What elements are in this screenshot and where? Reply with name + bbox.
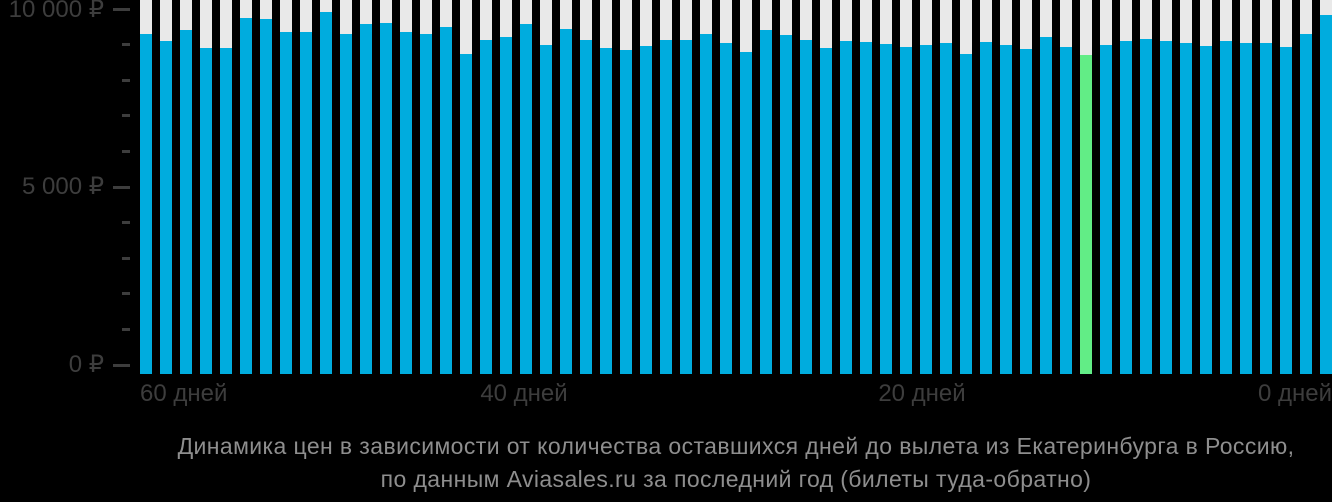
price-bar[interactable] <box>1240 43 1252 374</box>
y-axis-major-tick-5000 <box>113 185 130 189</box>
price-bar[interactable] <box>280 32 292 374</box>
price-bar[interactable] <box>800 40 812 374</box>
price-bar[interactable] <box>180 30 192 374</box>
y-axis-label-10000: 10 000 ₽ <box>8 0 104 23</box>
price-bar[interactable] <box>520 24 532 374</box>
price-bar[interactable] <box>620 50 632 374</box>
y-axis-major-tick-0 <box>113 363 130 367</box>
price-bar[interactable] <box>1040 37 1052 374</box>
price-bar[interactable] <box>540 45 552 374</box>
y-axis-label-0: 0 ₽ <box>68 351 104 378</box>
price-bar[interactable] <box>1140 39 1152 374</box>
plot-area <box>140 0 1332 374</box>
price-bar[interactable] <box>1320 15 1332 374</box>
price-bar[interactable] <box>1020 49 1032 374</box>
price-bar[interactable] <box>820 48 832 374</box>
y-axis-minor-tick <box>122 256 130 260</box>
price-bar[interactable] <box>460 54 472 374</box>
price-bar[interactable] <box>1000 45 1012 374</box>
price-bar[interactable] <box>1160 41 1172 374</box>
chart-subtitle: по данным Aviasales.ru за последний год … <box>380 466 1092 492</box>
price-bar[interactable] <box>840 41 852 374</box>
y-axis-minor-tick <box>122 327 130 331</box>
price-bar[interactable] <box>860 42 872 374</box>
price-bar[interactable] <box>1060 47 1072 374</box>
price-bar[interactable] <box>760 30 772 374</box>
price-bar[interactable] <box>640 46 652 374</box>
price-bar[interactable] <box>600 48 612 374</box>
price-bar[interactable] <box>740 52 752 374</box>
price-bar[interactable] <box>420 34 432 374</box>
price-bar[interactable] <box>340 34 352 374</box>
y-axis-minor-tick <box>122 43 130 47</box>
price-bar[interactable] <box>1120 41 1132 374</box>
price-bar[interactable] <box>440 27 452 374</box>
y-axis-major-tick-10000 <box>113 7 130 11</box>
chart-title: Динамика цен в зависимости от количества… <box>177 433 1295 459</box>
price-bar[interactable] <box>560 29 572 374</box>
price-bar[interactable] <box>500 37 512 374</box>
price-bar[interactable] <box>260 19 272 374</box>
min-price-bar[interactable] <box>1080 55 1092 374</box>
price-bar[interactable] <box>1300 34 1312 374</box>
price-bar[interactable] <box>200 48 212 374</box>
price-bar[interactable] <box>1260 43 1272 374</box>
chart-caption: Динамика цен в зависимости от количества… <box>140 430 1332 496</box>
y-axis-label-5000: 5 000 ₽ <box>22 173 104 200</box>
price-bar[interactable] <box>480 40 492 374</box>
price-bar[interactable] <box>660 40 672 374</box>
price-bar[interactable] <box>940 43 952 374</box>
y-axis-minor-tick <box>122 149 130 153</box>
price-bar[interactable] <box>320 12 332 374</box>
price-bar[interactable] <box>980 42 992 374</box>
price-bar[interactable] <box>920 45 932 374</box>
y-axis-minor-tick <box>122 221 130 225</box>
price-bar[interactable] <box>960 54 972 374</box>
x-axis-label-20-days: 20 дней <box>878 380 966 407</box>
price-bar[interactable] <box>1100 45 1112 374</box>
y-axis-minor-tick <box>122 114 130 118</box>
x-axis-label-0-days: 0 дней <box>1257 380 1332 407</box>
price-bar[interactable] <box>1200 46 1212 374</box>
price-bar[interactable] <box>1220 41 1232 374</box>
price-bar[interactable] <box>700 34 712 374</box>
price-bar[interactable] <box>140 34 152 374</box>
price-bar[interactable] <box>720 43 732 374</box>
y-axis-minor-tick <box>122 78 130 82</box>
price-bar[interactable] <box>360 24 372 374</box>
price-bar[interactable] <box>400 32 412 374</box>
price-bar[interactable] <box>380 23 392 374</box>
x-axis: 60 дней 40 дней 20 дней 0 дней <box>140 380 1332 408</box>
price-bar[interactable] <box>1280 47 1292 374</box>
price-bar[interactable] <box>160 41 172 374</box>
x-axis-label-40-days: 40 дней <box>480 380 568 407</box>
price-bar[interactable] <box>900 47 912 374</box>
price-bar[interactable] <box>580 40 592 374</box>
y-axis-minor-tick <box>122 292 130 296</box>
x-axis-label-60-days: 60 дней <box>140 380 228 407</box>
price-bar[interactable] <box>300 32 312 374</box>
price-bar[interactable] <box>780 35 792 374</box>
price-bar[interactable] <box>880 44 892 374</box>
price-bar[interactable] <box>1180 43 1192 374</box>
price-bar[interactable] <box>240 18 252 374</box>
price-bar[interactable] <box>680 40 692 374</box>
price-bar[interactable] <box>220 48 232 374</box>
